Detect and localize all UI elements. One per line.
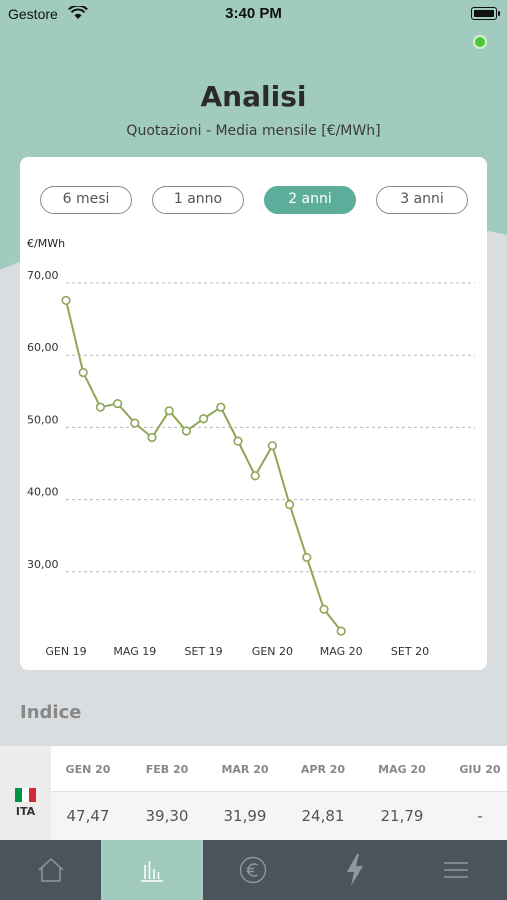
data-point xyxy=(319,604,329,614)
page-title: Analisi xyxy=(200,80,307,113)
range-6-months-button[interactable]: 6 mesi xyxy=(40,186,132,214)
x-tick-label: SET 19 xyxy=(185,645,223,658)
battery-icon xyxy=(471,7,500,20)
chart-card: 6 mesi 1 anno 2 anni 3 anni €/MWh 70,00 6… xyxy=(20,157,487,670)
data-point xyxy=(130,418,140,428)
price-line-chart: 70,00 60,00 50,00 40,00 30,00 GEN 19 MAG 19 SET… xyxy=(27,269,475,658)
index-table-row: 47,47 39,30 31,99 24,81 21,79 - xyxy=(51,792,507,840)
column-header: APR 20 xyxy=(300,763,346,776)
x-tick-label: GEN 19 xyxy=(45,645,86,658)
bar-chart-icon xyxy=(141,861,164,882)
chart-y-unit-label: €/MWh xyxy=(27,237,66,250)
y-tick-label: 50,00 xyxy=(27,413,59,426)
table-cell: 24,81 xyxy=(301,807,345,825)
data-point xyxy=(61,295,71,305)
table-cell: 39,30 xyxy=(145,807,189,825)
home-icon xyxy=(38,858,64,882)
column-header: GEN 20 xyxy=(65,763,111,776)
data-point xyxy=(250,471,260,481)
index-section-title: Indice xyxy=(20,702,82,723)
connection-status-indicator xyxy=(473,35,487,49)
index-table-header: GEN 20 FEB 20 MAR 20 APR 20 MAG 20 GIU 2… xyxy=(51,746,507,792)
data-point xyxy=(181,426,191,436)
data-point xyxy=(78,367,88,378)
lightning-icon xyxy=(346,854,363,886)
data-point xyxy=(216,402,226,412)
tab-menu[interactable] xyxy=(406,840,507,900)
y-tick-label: 70,00 xyxy=(27,269,59,282)
y-tick-label: 60,00 xyxy=(27,341,59,354)
tab-home[interactable] xyxy=(0,840,101,900)
bottom-tab-bar xyxy=(0,840,507,900)
battery-level xyxy=(473,9,494,17)
tab-energy[interactable] xyxy=(304,840,405,900)
table-cell: 21,79 xyxy=(380,807,424,825)
column-header: MAR 20 xyxy=(221,763,269,776)
tab-analysis[interactable] xyxy=(101,840,203,900)
euro-icon xyxy=(240,856,267,884)
range-2-years-button[interactable]: 2 anni xyxy=(264,186,356,214)
data-point xyxy=(147,432,157,443)
country-column: ITA xyxy=(0,746,51,840)
menu-icon xyxy=(444,862,469,878)
data-point xyxy=(285,500,295,510)
page-subtitle: Quotazioni - Media mensile [€/MWh] xyxy=(126,123,381,139)
data-point xyxy=(164,406,174,416)
x-tick-label: MAG 20 xyxy=(320,645,363,658)
data-point xyxy=(95,402,105,412)
status-bar: Gestore 3:40 PM xyxy=(0,0,507,30)
x-tick-label: MAG 19 xyxy=(113,645,156,658)
data-point xyxy=(112,398,123,409)
column-header: FEB 20 xyxy=(145,763,189,776)
table-cell: 47,47 xyxy=(66,807,110,825)
table-cell: - xyxy=(477,807,483,825)
italy-flag-icon xyxy=(15,788,36,802)
series-line xyxy=(65,300,342,632)
table-cell: 31,99 xyxy=(223,807,267,825)
column-header: GIU 20 xyxy=(459,763,501,776)
carrier-name: Gestore xyxy=(8,6,58,22)
range-3-years-button[interactable]: 3 anni xyxy=(376,186,468,214)
status-time: 3:40 PM xyxy=(225,5,282,22)
wifi-icon xyxy=(68,6,88,19)
data-point xyxy=(302,552,312,563)
data-point xyxy=(336,626,346,636)
y-tick-label: 30,00 xyxy=(27,558,59,571)
data-point xyxy=(267,441,277,451)
x-tick-label: GEN 20 xyxy=(252,645,293,658)
x-tick-label: SET 20 xyxy=(391,645,429,658)
column-header: MAG 20 xyxy=(378,763,426,776)
data-point xyxy=(233,436,243,446)
index-table: ITA GEN 20 FEB 20 MAR 20 APR 20 MAG 20 G… xyxy=(0,746,507,840)
tab-prices[interactable] xyxy=(203,840,304,900)
range-1-year-button[interactable]: 1 anno xyxy=(152,186,244,214)
data-point xyxy=(199,414,209,424)
y-tick-label: 40,00 xyxy=(27,486,59,499)
country-code: ITA xyxy=(15,805,36,818)
